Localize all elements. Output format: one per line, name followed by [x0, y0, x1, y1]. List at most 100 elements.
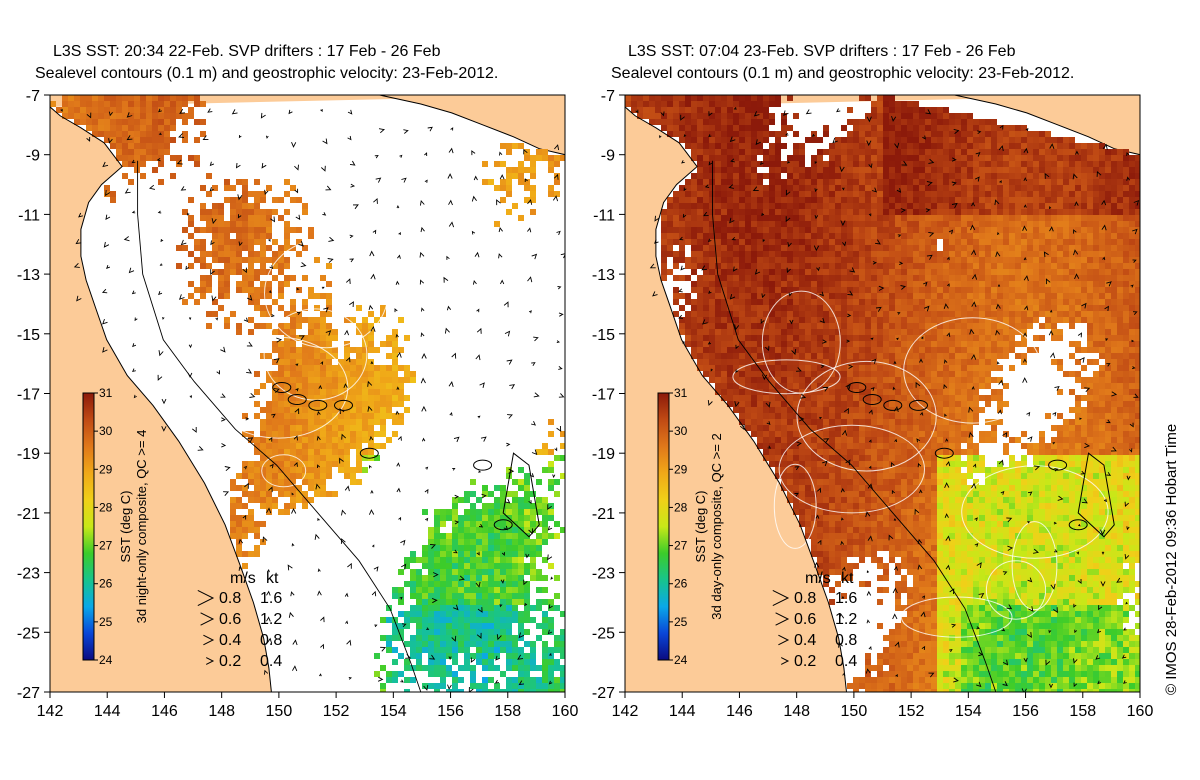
- sst-pixel: [500, 593, 506, 599]
- sst-pixel: [476, 629, 482, 635]
- sst-pixel: [554, 575, 560, 581]
- sst-pixel: [1009, 305, 1015, 311]
- sst-pixel: [500, 179, 506, 185]
- sst-pixel: [979, 251, 985, 257]
- sst-pixel: [260, 461, 266, 467]
- sst-pixel: [404, 611, 410, 617]
- sst-pixel: [1027, 245, 1033, 251]
- sst-pixel: [452, 545, 458, 551]
- sst-pixel: [685, 101, 691, 107]
- sst-pixel: [961, 149, 967, 155]
- sst-pixel: [494, 623, 500, 629]
- sst-pixel: [116, 149, 122, 155]
- sst-pixel: [781, 227, 787, 233]
- sst-pixel: [853, 155, 859, 161]
- sst-pixel: [697, 119, 703, 125]
- sst-pixel: [931, 131, 937, 137]
- left-map-axes: 142 144 146 148 150 152 154 156 158 160-7-9-11-13…: [17, 88, 579, 720]
- sst-pixel: [284, 227, 290, 233]
- sst-pixel: [476, 605, 482, 611]
- sst-pixel: [530, 647, 536, 653]
- sst-pixel: [200, 203, 206, 209]
- sst-pixel: [266, 443, 272, 449]
- sst-pixel: [482, 179, 488, 185]
- sst-pixel: [739, 311, 745, 317]
- sst-pixel: [1093, 185, 1099, 191]
- sst-pixel: [853, 209, 859, 215]
- sst-pixel: [907, 149, 913, 155]
- sst-pixel: [308, 389, 314, 395]
- sst-pixel: [422, 551, 428, 557]
- sst-pixel: [1081, 197, 1087, 203]
- sst-pixel: [518, 515, 524, 521]
- sst-pixel: [871, 287, 877, 293]
- sst-pixel: [410, 647, 416, 653]
- sst-pixel: [1015, 233, 1021, 239]
- sst-pixel: [739, 209, 745, 215]
- legend-kt-value: 1.6: [260, 590, 282, 607]
- sst-pixel: [889, 137, 895, 143]
- sst-pixel: [524, 515, 530, 521]
- sst-pixel: [877, 125, 883, 131]
- sst-pixel: [1021, 251, 1027, 257]
- velocity-arrow: [238, 566, 243, 571]
- sst-pixel: [697, 227, 703, 233]
- sst-pixel: [212, 257, 218, 263]
- sst-pixel: [691, 179, 697, 185]
- sst-pixel: [122, 143, 128, 149]
- sst-pixel: [811, 239, 817, 245]
- sst-pixel: [973, 197, 979, 203]
- sst-pixel: [290, 299, 296, 305]
- sst-pixel: [1003, 179, 1009, 185]
- sst-pixel: [841, 155, 847, 161]
- sst-pixel: [428, 659, 434, 665]
- sst-pixel: [883, 233, 889, 239]
- velocity-arrow: [504, 330, 511, 337]
- sst-pixel: [350, 359, 356, 365]
- sst-pixel: [554, 635, 560, 641]
- sst-pixel: [889, 305, 895, 311]
- sst-pixel: [110, 125, 116, 131]
- sst-pixel: [290, 341, 296, 347]
- sst-pixel: [847, 197, 853, 203]
- sst-pixel: [949, 209, 955, 215]
- sst-pixel: [506, 629, 512, 635]
- sst-pixel: [470, 617, 476, 623]
- sst-pixel: [350, 389, 356, 395]
- sst-pixel: [931, 143, 937, 149]
- velocity-arrow: [558, 312, 564, 317]
- sst-pixel: [242, 551, 248, 557]
- sst-pixel: [991, 263, 997, 269]
- sst-pixel: [416, 557, 422, 563]
- sst-pixel: [248, 527, 254, 533]
- sst-pixel: [1135, 173, 1140, 179]
- sst-pixel: [224, 281, 230, 287]
- sst-pixel: [847, 161, 853, 167]
- sst-pixel: [422, 683, 428, 689]
- sst-pixel: [1021, 185, 1027, 191]
- velocity-arrow: [448, 199, 453, 206]
- sst-pixel: [739, 257, 745, 263]
- velocity-arrow: [210, 240, 215, 246]
- sst-pixel: [410, 371, 416, 377]
- sst-pixel: [1135, 179, 1140, 185]
- left-map-sst-pixels: [50, 95, 565, 692]
- velocity-arrow: [517, 654, 524, 660]
- sst-pixel: [769, 245, 775, 251]
- sst-pixel: [727, 149, 733, 155]
- sst-pixel: [697, 161, 703, 167]
- sst-pixel: [943, 311, 949, 317]
- sst-pixel: [518, 683, 524, 689]
- sst-pixel: [907, 227, 913, 233]
- sst-pixel: [679, 113, 685, 119]
- papua-land: [317, 95, 565, 156]
- sst-pixel: [715, 311, 721, 317]
- sst-pixel: [919, 107, 925, 113]
- sst-pixel: [877, 251, 883, 257]
- sst-pixel: [1081, 203, 1087, 209]
- sst-pixel: [811, 179, 817, 185]
- velocity-arrow: [157, 210, 162, 214]
- sst-pixel: [661, 257, 667, 263]
- sst-pixel: [506, 587, 512, 593]
- sst-pixel: [937, 311, 943, 317]
